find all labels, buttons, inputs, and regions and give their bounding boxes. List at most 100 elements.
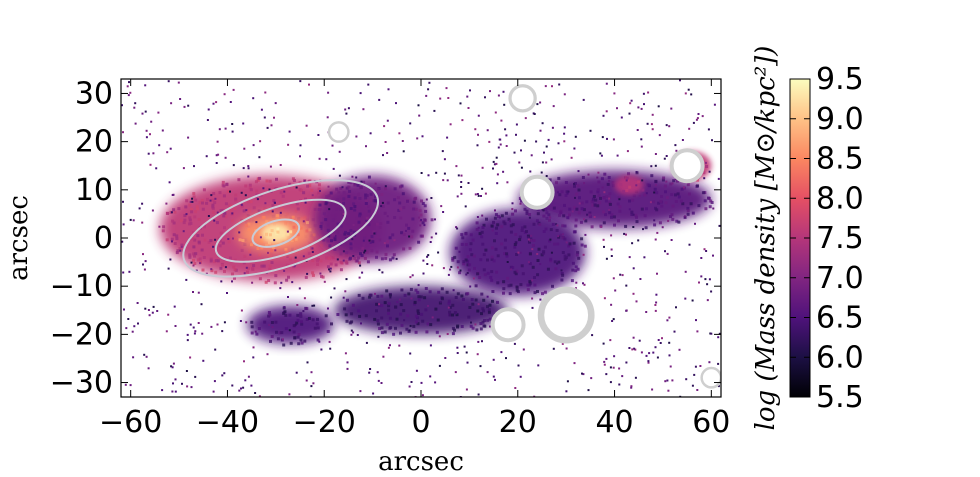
- noise-pixel: [500, 351, 503, 354]
- density-pixel: [605, 194, 609, 198]
- density-pixel: [375, 250, 379, 254]
- noise-pixel: [518, 161, 521, 164]
- noise-pixel: [467, 182, 470, 184]
- noise-pixel: [663, 157, 666, 160]
- masked-stars: [327, 84, 721, 389]
- density-pixel: [193, 238, 197, 242]
- density-pixel: [525, 230, 528, 233]
- density-pixel: [467, 268, 471, 272]
- density-pixel: [349, 242, 353, 246]
- noise-pixel: [127, 94, 130, 97]
- density-pixel: [580, 201, 584, 205]
- density-pixel: [604, 213, 607, 217]
- density-pixel: [526, 234, 530, 238]
- density-pixel: [468, 263, 472, 267]
- noise-pixel: [185, 213, 188, 216]
- density-pixel: [293, 248, 297, 252]
- noise-pixel: [612, 138, 615, 141]
- density-pixel: [358, 212, 362, 216]
- noise-pixel: [636, 129, 639, 131]
- density-pixel: [308, 241, 312, 245]
- noise-pixel: [305, 379, 308, 382]
- noise-pixel: [258, 156, 261, 159]
- noise-pixel: [369, 242, 372, 244]
- density-pixel: [299, 338, 303, 342]
- density-pixel: [590, 225, 594, 229]
- noise-pixel: [327, 185, 330, 188]
- noise-pixel: [584, 233, 587, 236]
- density-pixel: [561, 236, 565, 240]
- noise-pixel: [711, 139, 713, 142]
- density-pixel: [268, 264, 272, 268]
- density-pixel: [566, 216, 570, 220]
- noise-pixel: [199, 262, 202, 265]
- noise-pixel: [330, 296, 333, 299]
- noise-pixel: [302, 310, 305, 313]
- noise-pixel: [696, 117, 699, 120]
- noise-pixel: [372, 392, 375, 395]
- noise-pixel: [382, 154, 384, 157]
- density-pixel: [384, 187, 387, 191]
- density-pixel: [391, 256, 395, 260]
- density-pixel: [333, 238, 337, 241]
- noise-pixel: [621, 274, 624, 277]
- noise-pixel: [446, 179, 449, 182]
- density-pixel: [491, 299, 494, 303]
- noise-pixel: [387, 346, 390, 349]
- noise-pixel: [351, 175, 354, 178]
- noise-pixel: [288, 130, 291, 133]
- noise-pixel: [325, 158, 328, 161]
- density-pixel: [172, 233, 176, 237]
- noise-pixel: [563, 126, 566, 129]
- density-pixel: [245, 215, 249, 219]
- noise-pixel: [244, 379, 247, 382]
- noise-pixel: [556, 262, 559, 265]
- density-pixel: [399, 303, 403, 307]
- noise-pixel: [346, 361, 349, 364]
- density-pixel: [260, 246, 264, 250]
- noise-pixel: [378, 303, 381, 306]
- colorbar-label: log (Mass density [M⊙/kpc²]): [751, 46, 781, 431]
- noise-pixel: [456, 266, 459, 269]
- density-pixel: [509, 230, 513, 234]
- noise-pixel: [497, 94, 500, 97]
- density-pixel: [617, 196, 621, 200]
- density-pixel: [451, 303, 455, 307]
- density-pixel: [520, 264, 524, 268]
- density-pixel: [247, 209, 251, 213]
- density-pixel: [318, 236, 322, 240]
- noise-pixel: [466, 361, 469, 364]
- noise-pixel: [166, 151, 169, 154]
- x-tick-label: 60: [692, 405, 730, 440]
- noise-pixel: [600, 154, 603, 157]
- density-pixel: [602, 196, 606, 200]
- density-pixel: [650, 174, 654, 178]
- density-pixel: [346, 298, 349, 302]
- noise-pixel: [670, 107, 673, 110]
- noise-pixel: [186, 385, 189, 388]
- noise-pixel: [539, 101, 542, 104]
- density-pixel: [288, 257, 292, 261]
- noise-pixel: [216, 140, 219, 143]
- density-pixel: [288, 313, 292, 317]
- noise-pixel: [231, 212, 234, 215]
- noise-pixel: [167, 80, 170, 83]
- density-pixel: [562, 214, 566, 218]
- noise-pixel: [341, 186, 344, 189]
- noise-pixel: [710, 332, 713, 335]
- density-pixel: [387, 312, 390, 316]
- noise-pixel: [641, 179, 644, 182]
- density-pixel: [330, 322, 333, 326]
- noise-pixel: [421, 135, 424, 138]
- density-pixel: [528, 283, 532, 287]
- density-pixel: [306, 184, 310, 188]
- noise-pixel: [695, 319, 697, 322]
- density-pixel: [490, 278, 494, 282]
- noise-pixel: [456, 227, 459, 230]
- noise-pixel: [279, 164, 282, 166]
- noise-pixel: [138, 207, 141, 210]
- noise-pixel: [511, 208, 514, 211]
- noise-pixel: [654, 153, 657, 155]
- noise-pixel: [625, 233, 627, 236]
- density-pixel: [705, 165, 709, 168]
